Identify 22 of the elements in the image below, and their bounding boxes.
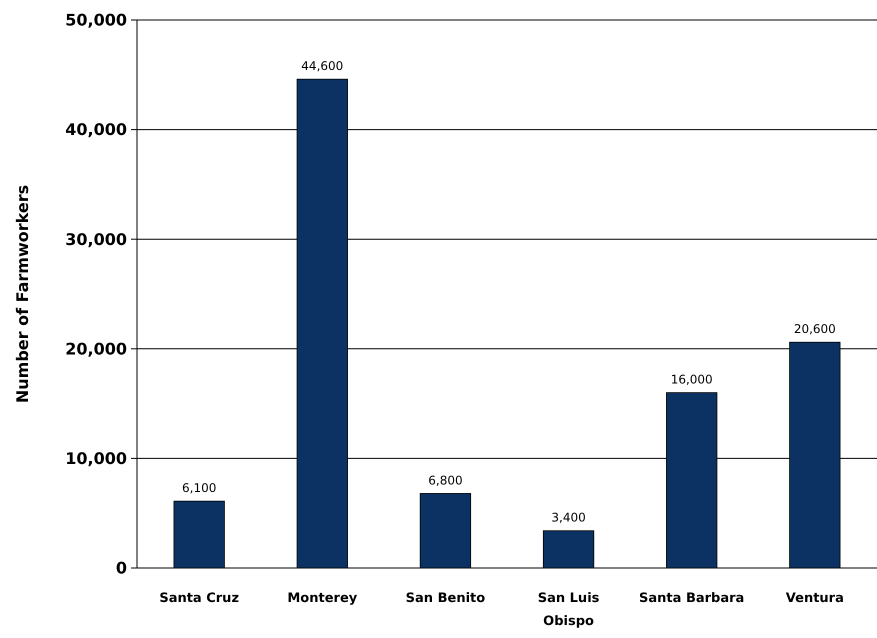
data-label: 16,000: [670, 372, 713, 387]
x-tick-label: Monterey: [287, 591, 358, 606]
y-tick-label: 10,000: [65, 449, 127, 468]
y-tick-label: 20,000: [65, 339, 127, 358]
data-label: 6,800: [428, 473, 463, 488]
x-tick-label: San Benito: [406, 591, 486, 606]
bar: [542, 530, 594, 568]
bar: [174, 500, 225, 568]
y-tick-label: 40,000: [65, 120, 127, 140]
data-label: 20,600: [794, 322, 836, 336]
x-tick-label: Santa Cruz: [159, 591, 240, 606]
y-tick-label: 0: [116, 558, 127, 578]
data-label: 3,400: [551, 510, 586, 525]
bar: [420, 493, 472, 568]
y-tick-label: 50,000: [65, 10, 127, 30]
y-axis-title: Number of Farmworkers: [13, 184, 32, 404]
data-label: 44,600: [301, 59, 344, 74]
x-tick-label: Santa Barbara: [639, 591, 744, 606]
x-tick-label: San Luis Obispo: [538, 591, 600, 629]
x-tick-label: Ventura: [786, 591, 844, 606]
data-label: 6,100: [182, 481, 216, 496]
y-tick-label: 30,000: [65, 230, 127, 249]
